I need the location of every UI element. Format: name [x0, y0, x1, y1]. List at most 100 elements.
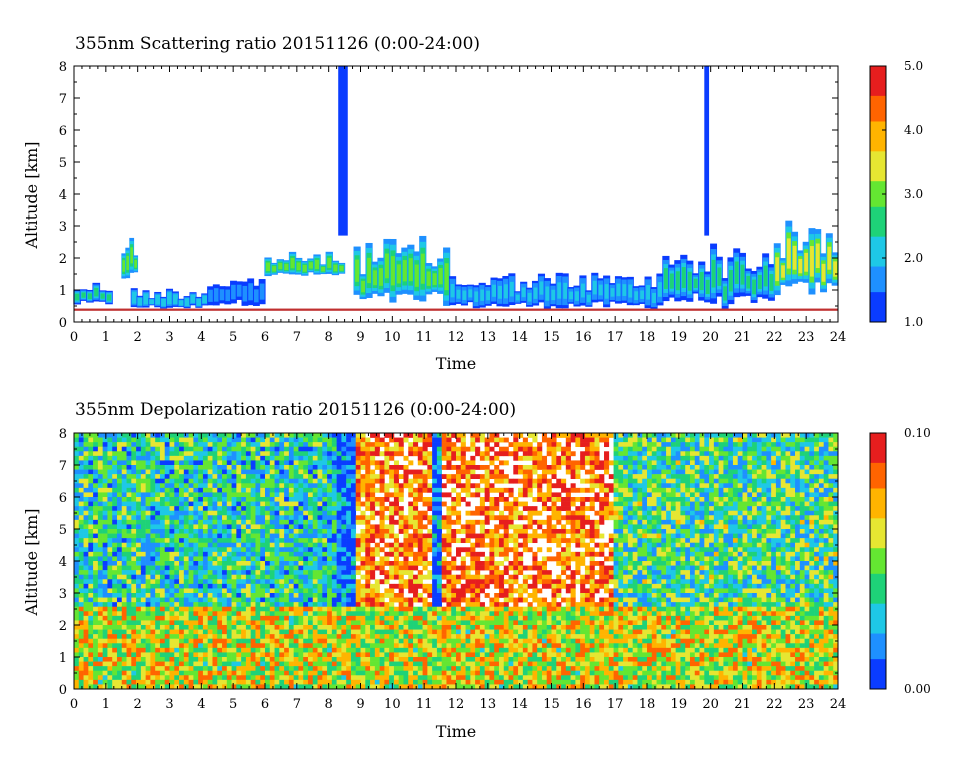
heatmap-cell	[150, 455, 156, 461]
heatmap-cell	[269, 433, 275, 438]
heatmap-cell	[522, 515, 528, 521]
heatmap-cell	[804, 510, 810, 516]
heatmap-cell	[604, 510, 610, 516]
heatmap-cell	[164, 487, 170, 493]
colorbar-swatch	[870, 142, 886, 148]
heatmap-cell	[265, 533, 271, 539]
heatmap-cell	[513, 515, 519, 521]
heatmap-cell	[785, 437, 791, 443]
cloud-cell	[786, 238, 791, 269]
cloud-cell	[414, 264, 419, 287]
heatmap-cell	[102, 519, 108, 525]
heatmap-cell	[475, 433, 481, 438]
heatmap-cell	[255, 487, 261, 493]
heatmap-cell	[374, 547, 380, 553]
heatmap-cell	[370, 460, 376, 466]
heatmap-cell	[599, 515, 605, 521]
heatmap-cell	[78, 519, 84, 525]
heatmap-cell	[561, 524, 567, 530]
heatmap-cell	[489, 538, 495, 544]
heatmap-cell	[217, 529, 223, 534]
cloud-cell	[551, 289, 556, 301]
heatmap-cell	[322, 556, 328, 562]
heatmap-cell	[647, 442, 653, 448]
heatmap-cell	[594, 465, 600, 470]
heatmap-cell	[823, 455, 829, 461]
heatmap-cell	[775, 483, 781, 489]
heatmap-cell	[145, 487, 151, 493]
heatmap-cell	[718, 501, 724, 507]
heatmap-cell	[795, 533, 801, 539]
heatmap-cell	[575, 442, 581, 448]
heatmap-cell	[350, 529, 357, 534]
cloud-cell	[231, 286, 236, 298]
heatmap-cell	[632, 478, 638, 484]
heatmap-cell	[202, 542, 208, 548]
heatmap-cell	[594, 474, 600, 480]
heatmap-cell	[269, 524, 275, 530]
y-tick-label: 4	[59, 188, 67, 203]
heatmap-cell	[288, 501, 294, 507]
heatmap-cell	[432, 506, 438, 512]
heatmap-cell	[298, 519, 304, 525]
heatmap-cell	[126, 497, 132, 502]
heatmap-cell	[288, 515, 294, 521]
heatmap-cell	[102, 442, 108, 448]
heatmap-cell	[470, 446, 476, 452]
heatmap-cell	[193, 529, 199, 534]
heatmap-cell	[551, 501, 557, 507]
heatmap-cell	[498, 547, 505, 553]
heatmap-cell	[718, 538, 724, 544]
heatmap-cell	[169, 551, 175, 557]
heatmap-cell	[522, 506, 528, 512]
heatmap-cell	[465, 524, 471, 530]
heatmap-cell	[279, 437, 285, 443]
heatmap-cell	[432, 437, 438, 443]
heatmap-cell	[790, 551, 796, 557]
heatmap-cell	[269, 483, 275, 489]
heatmap-cell	[699, 483, 705, 489]
heatmap-cell	[198, 469, 204, 475]
heatmap-cell	[207, 542, 213, 548]
heatmap-cell	[556, 483, 562, 489]
heatmap-cell	[193, 455, 199, 461]
heatmap-cell	[269, 506, 275, 512]
heatmap-cell	[752, 497, 758, 502]
heatmap-cell	[814, 538, 820, 544]
heatmap-cell	[179, 533, 185, 539]
heatmap-cell	[202, 515, 208, 521]
heatmap-cell	[498, 437, 505, 443]
heatmap-cell	[341, 542, 347, 548]
heatmap-cell	[260, 497, 266, 502]
heatmap-cell	[446, 529, 452, 534]
heatmap-cell	[265, 547, 271, 553]
heatmap-cell	[298, 533, 304, 539]
heatmap-cell	[823, 483, 829, 489]
heatmap-cell	[494, 538, 500, 544]
heatmap-cell	[828, 497, 834, 502]
heatmap-cell	[384, 446, 390, 452]
heatmap-cell	[785, 524, 791, 530]
heatmap-cell	[584, 551, 590, 557]
heatmap-cell	[432, 515, 438, 521]
heatmap-cell	[584, 469, 590, 475]
heatmap-cell	[408, 506, 414, 512]
heatmap-cell	[284, 556, 290, 562]
heatmap-cell	[422, 533, 428, 539]
heatmap-cell	[637, 501, 643, 507]
heatmap-cell	[804, 556, 810, 562]
heatmap-cell	[728, 437, 734, 443]
heatmap-cell	[140, 533, 146, 539]
heatmap-cell	[661, 465, 667, 470]
heatmap-cell	[226, 542, 232, 548]
y-axis-label: Altitude [km]	[22, 141, 41, 249]
heatmap-cell	[188, 474, 194, 480]
heatmap-cell	[150, 510, 156, 516]
heatmap-cell	[336, 487, 342, 493]
heatmap-cell	[288, 433, 294, 438]
heatmap-cell	[699, 492, 705, 498]
heatmap-cell	[374, 542, 380, 548]
heatmap-cell	[675, 442, 681, 448]
heatmap-cell	[689, 529, 696, 534]
heatmap-cell	[470, 519, 476, 525]
